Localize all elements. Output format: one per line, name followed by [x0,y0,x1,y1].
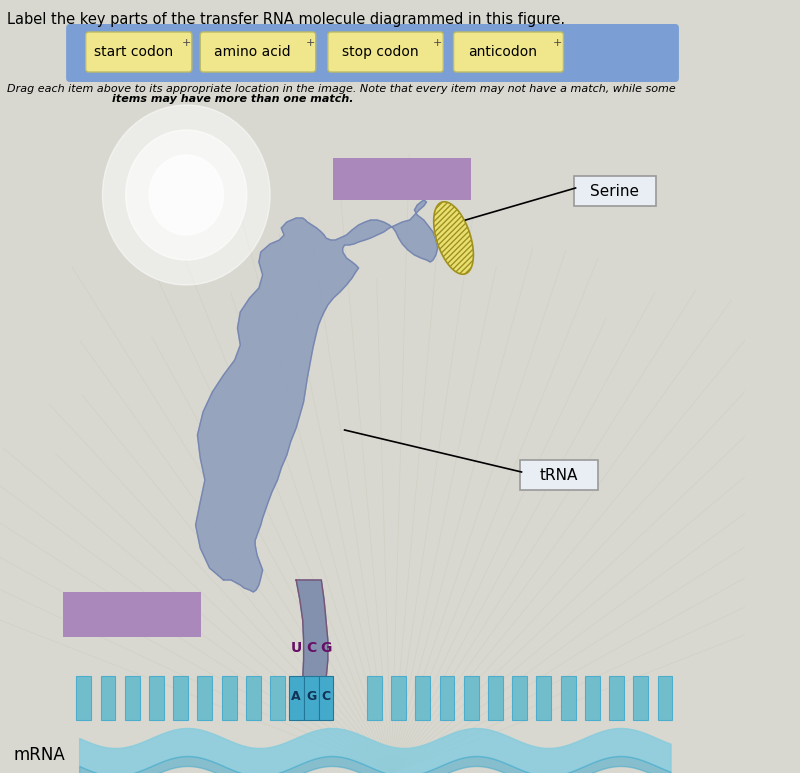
FancyBboxPatch shape [222,676,237,720]
Text: +: + [553,38,562,48]
Text: tRNA: tRNA [539,468,578,482]
FancyBboxPatch shape [391,676,406,720]
FancyBboxPatch shape [512,676,527,720]
Polygon shape [195,200,438,592]
Text: C: C [306,641,316,655]
FancyBboxPatch shape [334,158,471,200]
FancyBboxPatch shape [415,676,430,720]
FancyBboxPatch shape [86,32,192,72]
FancyBboxPatch shape [609,676,624,720]
Circle shape [126,130,246,260]
Text: +: + [182,38,191,48]
Text: G: G [320,641,332,655]
Polygon shape [296,580,328,695]
FancyBboxPatch shape [488,676,503,720]
Text: amino acid: amino acid [214,45,290,59]
FancyBboxPatch shape [520,460,598,490]
Text: U: U [290,641,302,655]
FancyBboxPatch shape [454,32,563,72]
FancyBboxPatch shape [537,676,551,720]
FancyBboxPatch shape [125,676,140,720]
FancyBboxPatch shape [149,676,164,720]
Text: start codon: start codon [94,45,173,59]
Text: +: + [433,38,442,48]
FancyBboxPatch shape [574,176,656,206]
Text: Label the key parts of the transfer RNA molecule diagrammed in this figure.: Label the key parts of the transfer RNA … [7,12,566,27]
Text: Drag each item above to its appropriate location in the image. Note that every i: Drag each item above to its appropriate … [7,84,676,94]
FancyBboxPatch shape [66,24,679,82]
Text: anticodon: anticodon [469,45,538,59]
FancyBboxPatch shape [200,32,316,72]
Text: +: + [306,38,315,48]
FancyBboxPatch shape [585,676,600,720]
FancyBboxPatch shape [439,676,454,720]
FancyBboxPatch shape [634,676,648,720]
FancyBboxPatch shape [328,32,443,72]
Polygon shape [434,202,474,274]
FancyBboxPatch shape [289,676,304,720]
FancyBboxPatch shape [101,676,115,720]
FancyBboxPatch shape [76,676,91,720]
FancyBboxPatch shape [198,676,212,720]
FancyBboxPatch shape [63,592,201,637]
Text: stop codon: stop codon [342,45,418,59]
Text: mRNA: mRNA [14,746,66,764]
FancyBboxPatch shape [464,676,478,720]
FancyBboxPatch shape [367,676,382,720]
FancyBboxPatch shape [246,676,261,720]
Text: A: A [291,690,301,703]
FancyBboxPatch shape [174,676,188,720]
Circle shape [102,105,270,285]
Circle shape [149,155,223,235]
Text: items may have more than one match.: items may have more than one match. [112,94,354,104]
Text: G: G [306,690,316,703]
FancyBboxPatch shape [270,676,285,720]
Text: Serine: Serine [590,183,639,199]
FancyBboxPatch shape [658,676,673,720]
Text: C: C [322,690,330,703]
FancyBboxPatch shape [561,676,575,720]
FancyBboxPatch shape [318,676,334,720]
Polygon shape [434,202,474,274]
FancyBboxPatch shape [304,676,318,720]
